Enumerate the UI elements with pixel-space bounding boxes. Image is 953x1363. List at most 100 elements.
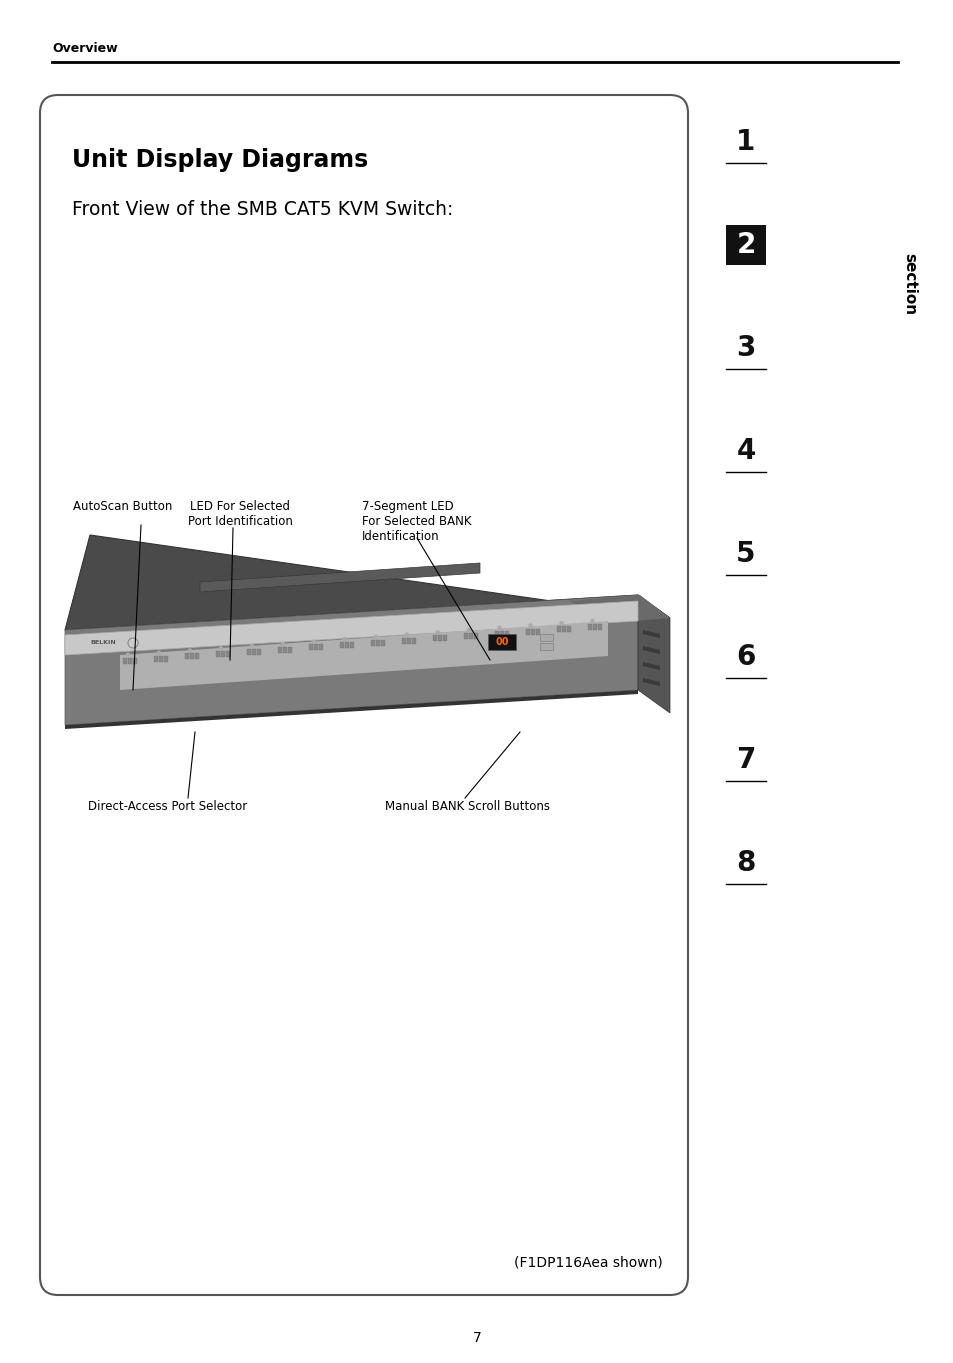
Bar [190, 653, 193, 660]
Circle shape [559, 622, 562, 624]
Polygon shape [642, 646, 659, 654]
Polygon shape [569, 596, 669, 624]
Text: 3: 3 [736, 334, 755, 363]
Bar [123, 658, 127, 664]
Bar [380, 639, 384, 646]
Bar [226, 652, 230, 657]
Bar [153, 656, 158, 661]
Polygon shape [65, 596, 638, 725]
Bar [339, 642, 343, 649]
Polygon shape [638, 596, 669, 713]
Circle shape [250, 645, 253, 647]
Polygon shape [65, 536, 669, 630]
Bar [463, 632, 467, 639]
Circle shape [497, 627, 500, 630]
Text: LED For Selected
Port Identification: LED For Selected Port Identification [188, 500, 293, 527]
Bar [277, 646, 281, 653]
Text: Manual BANK Scroll Buttons: Manual BANK Scroll Buttons [385, 800, 550, 812]
Circle shape [529, 624, 532, 627]
Text: BELKIN: BELKIN [90, 641, 115, 646]
Bar [344, 642, 349, 649]
Text: 1: 1 [736, 128, 755, 155]
Bar [128, 658, 132, 664]
Bar [371, 639, 375, 646]
Circle shape [467, 628, 470, 631]
Bar [566, 626, 570, 632]
Text: 7: 7 [736, 746, 755, 774]
FancyBboxPatch shape [40, 95, 687, 1295]
Bar [309, 645, 313, 650]
Bar [406, 638, 411, 643]
Circle shape [312, 639, 315, 643]
Text: 7-Segment LED
For Selected BANK
Identification: 7-Segment LED For Selected BANK Identifi… [361, 500, 471, 542]
Text: 00: 00 [495, 637, 508, 647]
Bar [725, 225, 765, 264]
Bar [597, 624, 601, 630]
Text: 4: 4 [736, 438, 755, 465]
Polygon shape [120, 622, 607, 690]
Bar [314, 645, 317, 650]
Bar [433, 635, 436, 642]
Bar [539, 643, 553, 650]
Bar [468, 632, 472, 639]
Bar [488, 634, 516, 650]
Circle shape [343, 638, 346, 641]
Bar [247, 649, 251, 656]
Text: Unit Display Diagrams: Unit Display Diagrams [71, 149, 368, 172]
Bar [282, 646, 287, 653]
Circle shape [128, 638, 138, 647]
Text: (F1DP116Aea shown): (F1DP116Aea shown) [514, 1255, 662, 1270]
Text: 2: 2 [736, 230, 755, 259]
Bar [504, 631, 508, 637]
Bar [525, 628, 529, 635]
Bar [412, 638, 416, 643]
Bar [132, 658, 137, 664]
Bar [473, 632, 477, 639]
Bar [556, 626, 560, 632]
Polygon shape [642, 630, 659, 638]
Bar [587, 624, 591, 630]
Bar [164, 656, 168, 661]
Circle shape [374, 635, 376, 638]
Bar [499, 631, 503, 637]
Bar [494, 631, 498, 637]
Circle shape [189, 649, 192, 652]
Circle shape [157, 652, 160, 654]
Bar [159, 656, 163, 661]
Bar [442, 635, 446, 642]
Bar [185, 653, 189, 660]
Bar [561, 626, 565, 632]
Text: 6: 6 [736, 643, 755, 671]
Polygon shape [200, 563, 479, 592]
Text: AutoScan Button: AutoScan Button [73, 500, 172, 512]
Text: Front View of the SMB CAT5 KVM Switch:: Front View of the SMB CAT5 KVM Switch: [71, 200, 453, 219]
Bar [288, 646, 292, 653]
Bar [350, 642, 354, 649]
Circle shape [591, 620, 594, 623]
Bar [221, 652, 225, 657]
Text: section: section [902, 254, 917, 316]
Bar [256, 649, 260, 656]
Circle shape [219, 646, 222, 650]
Polygon shape [642, 662, 659, 671]
Bar [437, 635, 441, 642]
Circle shape [127, 653, 130, 657]
Bar [535, 628, 539, 635]
Circle shape [405, 632, 408, 637]
Circle shape [436, 631, 438, 634]
Bar [530, 628, 534, 635]
Text: Overview: Overview [52, 41, 117, 55]
Bar [592, 624, 596, 630]
Text: 5: 5 [736, 540, 755, 568]
Bar [375, 639, 379, 646]
Text: 8: 8 [736, 849, 755, 876]
Circle shape [281, 642, 284, 645]
Bar [539, 634, 553, 641]
Polygon shape [642, 677, 659, 686]
Bar [215, 652, 220, 657]
Text: 7: 7 [472, 1332, 481, 1345]
Polygon shape [65, 690, 638, 729]
Text: Direct-Access Port Selector: Direct-Access Port Selector [88, 800, 247, 812]
Bar [252, 649, 255, 656]
Polygon shape [65, 601, 638, 656]
